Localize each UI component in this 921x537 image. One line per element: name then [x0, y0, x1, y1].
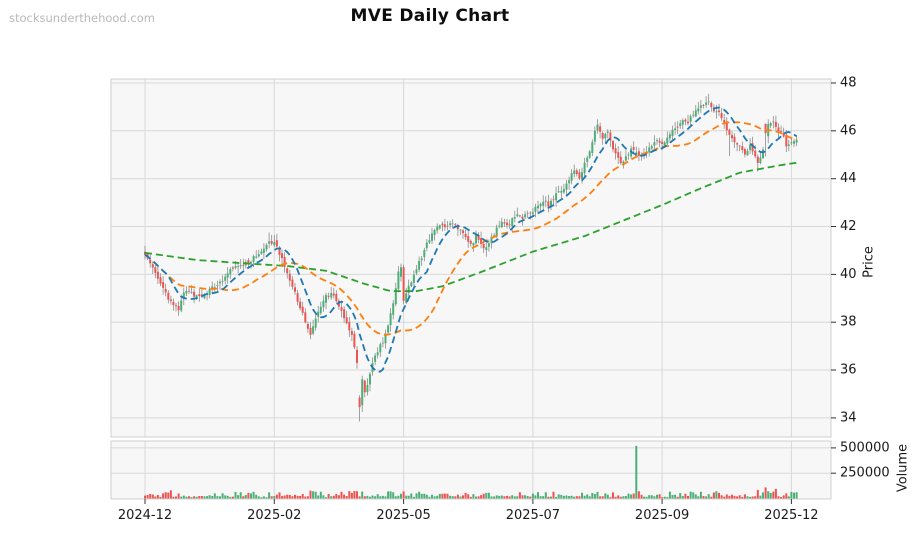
svg-text:2025-09: 2025-09: [635, 508, 689, 523]
volume-axis-label: Volume: [895, 443, 911, 493]
price-axis-label: Price: [861, 246, 877, 278]
axis-ticks: [144, 82, 836, 504]
price-tick-labels: 34 36 38 40 42 44 46 48: [840, 76, 857, 426]
svg-text:48: 48: [840, 76, 857, 91]
svg-text:2025-05: 2025-05: [376, 508, 430, 523]
moving-average-lines: [144, 106, 798, 373]
svg-text:2025-02: 2025-02: [247, 508, 301, 523]
volume-tick-labels: 250000 500000: [840, 440, 890, 480]
watermark: stocksunderthehood.com: [9, 11, 155, 25]
svg-text:36: 36: [840, 363, 857, 378]
volume-gridlines: [111, 441, 831, 499]
candles: [144, 93, 798, 422]
volume-bars: [144, 445, 798, 499]
svg-text:34: 34: [840, 410, 857, 425]
svg-text:2025-07: 2025-07: [506, 508, 560, 523]
price-gridlines: [111, 79, 831, 437]
svg-text:44: 44: [840, 171, 857, 186]
svg-text:2025-12: 2025-12: [764, 508, 818, 523]
svg-text:250000: 250000: [840, 466, 890, 481]
chart-title: MVE Daily Chart: [350, 6, 510, 26]
svg-text:42: 42: [840, 219, 857, 234]
plot-backgrounds: [111, 79, 831, 499]
svg-text:40: 40: [840, 267, 857, 282]
svg-text:46: 46: [840, 123, 857, 138]
svg-text:38: 38: [840, 315, 857, 330]
x-tick-labels: 2024-12 2025-02 2025-05 2025-07 2025-09 2025-…: [118, 508, 819, 523]
svg-text:2024-12: 2024-12: [118, 508, 172, 523]
svg-text:500000: 500000: [840, 440, 890, 455]
plot-spines: [110, 78, 832, 500]
